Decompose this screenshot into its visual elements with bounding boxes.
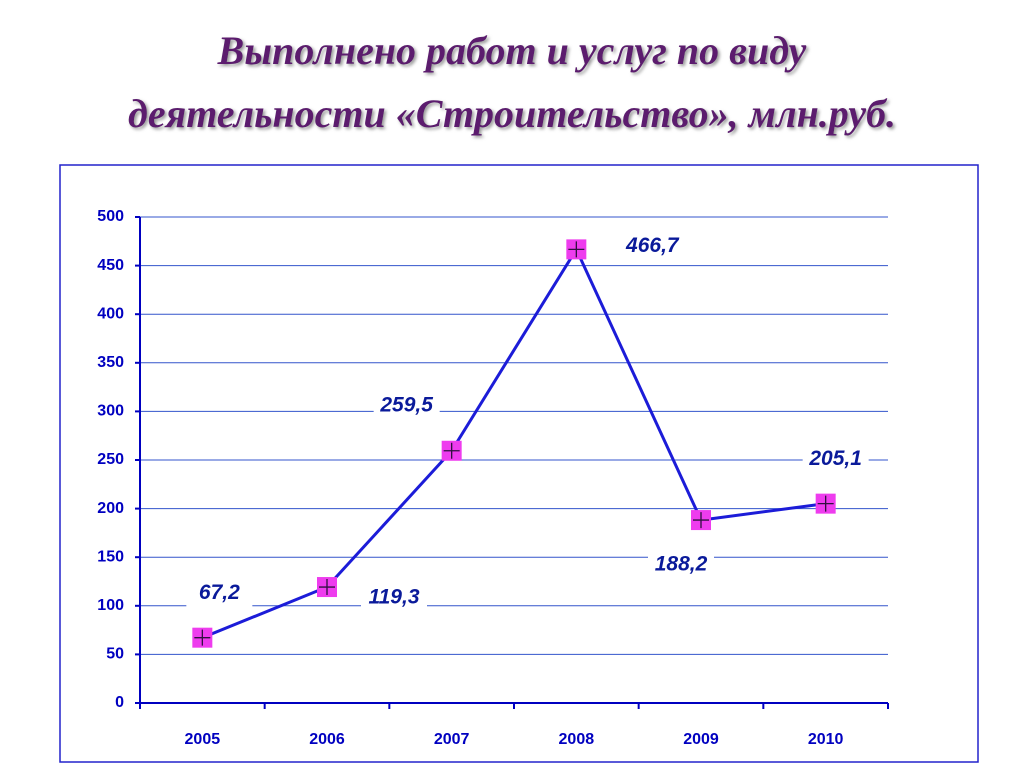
data-label: 119,3	[369, 586, 420, 609]
label-bg	[373, 391, 440, 420]
chart-title: деятельности «Строительство», млн.руб.	[128, 91, 896, 136]
data-label: 205,1	[808, 447, 862, 470]
y-tick-label: 100	[97, 597, 124, 614]
x-tick-label: 2007	[434, 731, 470, 748]
label-bg	[619, 232, 686, 261]
data-label: 466,7	[625, 234, 680, 257]
label-bg	[186, 579, 253, 608]
x-tick-label: 2008	[559, 731, 595, 748]
marker-cross	[443, 442, 460, 459]
marker-cross	[319, 579, 335, 596]
x-tick-label: 2009	[683, 731, 719, 748]
y-tick-label: 0	[115, 694, 124, 711]
marker-cross	[194, 629, 211, 646]
y-tick-label: 250	[97, 451, 124, 468]
x-tick-label: 2006	[309, 731, 345, 748]
chart-title: Выполнено работ и услуг по виду	[217, 28, 807, 73]
y-tick-label: 200	[97, 500, 124, 517]
label-bg	[648, 551, 714, 580]
marker-cross	[568, 241, 585, 258]
y-tick-label: 150	[97, 548, 124, 565]
y-tick-label: 400	[97, 305, 124, 322]
x-tick-label: 2010	[808, 731, 844, 748]
y-tick-label: 500	[97, 208, 124, 225]
data-line	[201, 246, 826, 640]
x-tick-label: 2005	[185, 731, 221, 748]
marker-cross	[817, 495, 834, 512]
y-tick-label: 450	[97, 257, 124, 274]
data-label: 67,2	[199, 581, 240, 604]
data-label: 259,5	[379, 393, 433, 416]
marker-cross	[693, 512, 709, 529]
y-tick-label: 350	[97, 354, 124, 371]
data-label: 188,2	[655, 553, 708, 576]
y-tick-label: 50	[106, 646, 124, 663]
label-bg	[361, 584, 427, 613]
label-bg	[802, 445, 869, 474]
chart-frame	[59, 164, 979, 763]
y-tick-label: 300	[97, 403, 124, 420]
